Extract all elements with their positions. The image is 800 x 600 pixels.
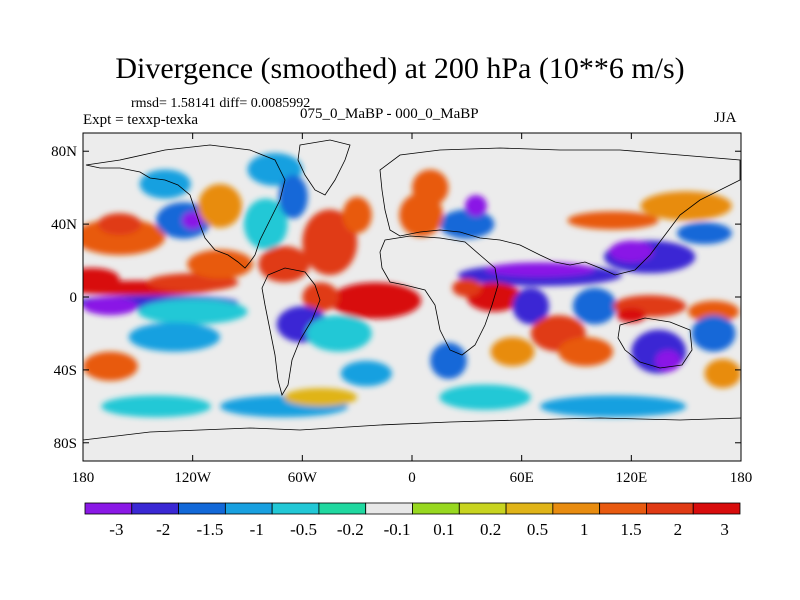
coastline-north-america [85, 144, 286, 269]
divergence-field [83, 153, 741, 418]
colorbar-label-1: -2 [156, 520, 170, 539]
field-feature-30 [465, 194, 487, 217]
y-tick-label-4: 80S [54, 436, 77, 452]
field-feature-6 [128, 322, 221, 352]
colorbar-swatch-8 [458, 502, 507, 515]
field-feature-37 [677, 222, 732, 245]
colorbar-swatch-11 [599, 502, 647, 515]
colorbar-label-5: -0.2 [337, 520, 364, 539]
colorbar-swatch-0 [84, 502, 133, 515]
coastline-antarctica [83, 417, 741, 441]
field-feature-14 [243, 198, 288, 250]
chart-title: Divergence (smoothed) at 200 hPa (10**6 … [115, 52, 685, 85]
y-tick-label-1: 40N [51, 217, 77, 233]
colorbar: -3 -2 -1.5 -1 -0.5 -0.2 -0.1 0.1 0.2 0.5 1 1.5 2 3 [84, 502, 741, 539]
field-feature-18 [258, 245, 310, 283]
x-tick-label-3: 0 [408, 470, 416, 486]
x-tick-label-0: 180 [72, 470, 95, 486]
colorbar-swatch-1 [131, 502, 179, 515]
field-feature-39 [640, 191, 732, 221]
y-tick-label-0: 80N [51, 144, 77, 160]
colorbar-label-6: -0.1 [384, 520, 411, 539]
field-feature-42 [512, 287, 550, 325]
x-tick-label-5: 120E [615, 470, 647, 486]
colorbar-swatch-9 [505, 502, 554, 515]
field-feature-43 [572, 287, 617, 325]
colorbar-swatch-4 [271, 502, 320, 515]
colorbar-swatch-13 [692, 502, 741, 515]
coastline-africa [379, 235, 499, 356]
field-feature-53 [430, 342, 467, 379]
coastlines [83, 139, 741, 441]
field-feature-13 [198, 184, 243, 228]
field-feature-28 [284, 388, 358, 407]
x-tick-label-2: 60W [288, 470, 318, 486]
field-feature-55 [704, 358, 741, 389]
colorbar-label-12: 2 [674, 520, 683, 539]
field-feature-46 [687, 300, 740, 323]
colorbar-swatch-2 [178, 502, 226, 515]
coastline-australia [617, 317, 693, 369]
x-tick-label-4: 60E [510, 470, 534, 486]
field-feature-48 [655, 349, 681, 372]
x-tick-label-1: 120W [174, 470, 212, 486]
colorbar-swatch-10 [552, 502, 601, 515]
field-feature-56 [539, 395, 687, 418]
coastline-south-america [261, 267, 321, 397]
colorbar-swatch-12 [646, 502, 694, 515]
season-label: JJA [714, 110, 737, 126]
field-feature-51 [558, 337, 614, 367]
field-feature-11 [181, 211, 204, 230]
stats-label: rmsd= 1.58141 diff= 0.0085992 [131, 96, 311, 111]
field-feature-36 [609, 240, 654, 263]
field-feature-38 [567, 211, 659, 230]
colorbar-label-0: -3 [109, 520, 123, 539]
experiment-label: Expt = texxp-texka [83, 112, 199, 128]
experiment-names: 075_0_MaBP - 000_0_MaBP [300, 106, 479, 122]
field-feature-19 [302, 209, 358, 276]
x-tick-label-6: 180 [730, 470, 753, 486]
field-feature-24 [305, 315, 372, 352]
y-tick-label-2: 0 [70, 290, 78, 306]
colorbar-swatch-3 [224, 502, 273, 515]
field-feature-22 [302, 282, 339, 312]
field-feature-32 [412, 169, 449, 206]
colorbar-swatch-6 [365, 502, 413, 515]
colorbar-label-9: 0.5 [527, 520, 548, 539]
colorbar-label-10: 1 [580, 520, 589, 539]
field-feature-41 [452, 278, 482, 297]
field-feature-1 [83, 267, 120, 290]
field-feature-34 [485, 262, 595, 277]
field-feature-52 [490, 337, 535, 367]
colorbar-label-13: 3 [720, 520, 729, 539]
colorbar-label-11: 1.5 [620, 520, 641, 539]
colorbar-label-2: -1.5 [197, 520, 224, 539]
field-feature-16 [278, 174, 308, 219]
field-feature-20 [342, 196, 372, 234]
colorbar-label-3: -1 [250, 520, 264, 539]
field-feature-5 [137, 298, 248, 325]
y-tick-label-3: 40S [54, 363, 77, 379]
field-feature-17 [187, 249, 253, 279]
coastline-europe-asia [379, 147, 741, 276]
field-feature-45 [616, 307, 646, 323]
field-feature-21 [329, 282, 422, 319]
field-feature-27 [101, 395, 211, 418]
colorbar-label-8: 0.2 [480, 520, 501, 539]
colorbar-swatch-5 [318, 502, 367, 515]
field-feature-8 [97, 213, 142, 236]
field-feature-9 [83, 351, 138, 381]
colorbar-label-7: 0.1 [433, 520, 454, 539]
field-feature-4 [83, 297, 138, 316]
field-feature-25 [340, 360, 392, 387]
field-feature-12 [139, 169, 191, 199]
colorbar-label-4: -0.5 [290, 520, 317, 539]
field-feature-54 [439, 384, 531, 410]
colorbar-swatch-7 [412, 502, 460, 515]
field-feature-49 [691, 315, 736, 352]
coastline-greenland [297, 139, 351, 196]
axes: 180 120W 60W 0 60E 120E 180 80N 40N 0 40S 80S [51, 133, 752, 486]
